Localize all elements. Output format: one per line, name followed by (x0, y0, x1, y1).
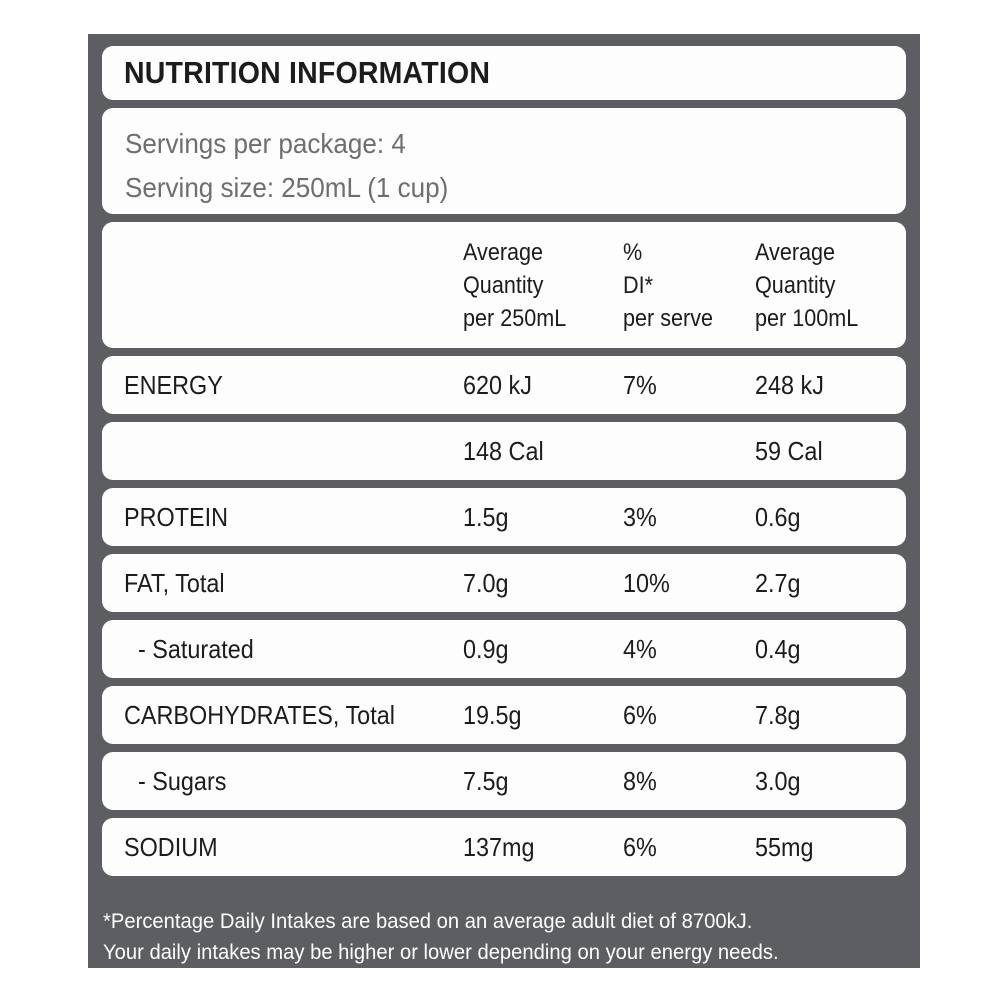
nutrient-label: SODIUM (124, 832, 218, 862)
serving-size: Serving size: 250mL (1 cup) (125, 172, 449, 203)
servings-info-row: Servings per package: 4 Serving size: 25… (102, 108, 906, 214)
value-per-100ml: 0.6g (755, 502, 801, 532)
column-header-daily-intake: % DI* per serve (623, 239, 714, 332)
table-row: - Sugars 7.5g 8% 3.0g (102, 752, 906, 810)
value-daily-intake: 6% (623, 832, 657, 862)
nutrient-label: CARBOHYDRATES, Total (124, 700, 395, 730)
value-per-serve: 7.5g (463, 766, 509, 796)
daily-intake-footnote: *Percentage Daily Intakes are based on a… (103, 906, 864, 968)
value-per-serve: 7.0g (463, 568, 509, 598)
column-header-per-100ml: Average Quantity per 100mL (755, 239, 859, 332)
value-daily-intake: 8% (623, 766, 657, 796)
table-row: ENERGY 620 kJ 7% 248 kJ (102, 356, 906, 414)
value-per-100ml: 59 Cal (755, 436, 823, 466)
panel-title-row: NUTRITION INFORMATION (102, 46, 906, 100)
value-per-100ml: 2.7g (755, 568, 801, 598)
table-row: PROTEIN 1.5g 3% 0.6g (102, 488, 906, 546)
value-daily-intake: 3% (623, 502, 657, 532)
table-row: FAT, Total 7.0g 10% 2.7g (102, 554, 906, 612)
table-row: CARBOHYDRATES, Total 19.5g 6% 7.8g (102, 686, 906, 744)
nutrient-label: PROTEIN (124, 502, 229, 532)
value-per-100ml: 7.8g (755, 700, 801, 730)
value-per-100ml: 3.0g (755, 766, 801, 796)
table-row: - Saturated 0.9g 4% 0.4g (102, 620, 906, 678)
value-per-serve: 620 kJ (463, 370, 532, 400)
value-daily-intake: 10% (623, 568, 670, 598)
nutrient-label: ENERGY (124, 370, 223, 400)
nutrient-label: FAT, Total (124, 568, 225, 598)
servings-per-package: Servings per package: 4 (125, 128, 406, 159)
value-per-serve: 0.9g (463, 634, 509, 664)
value-per-serve: 19.5g (463, 700, 522, 730)
value-daily-intake: 7% (623, 370, 657, 400)
table-column-headers: Average Quantity per 250mL % DI* per ser… (102, 222, 906, 348)
value-daily-intake: 6% (623, 700, 657, 730)
nutrient-label: - Sugars (138, 766, 227, 796)
value-per-serve: 137mg (463, 832, 535, 862)
value-per-serve: 148 Cal (463, 436, 544, 466)
value-per-serve: 1.5g (463, 502, 509, 532)
value-daily-intake: 4% (623, 634, 657, 664)
footnote-line-2: Your daily intakes may be higher or lowe… (103, 940, 779, 964)
value-per-100ml: 248 kJ (755, 370, 824, 400)
nutrient-label: - Saturated (138, 634, 254, 664)
table-row: 148 Cal 59 Cal (102, 422, 906, 480)
value-per-100ml: 55mg (755, 832, 814, 862)
table-row: SODIUM 137mg 6% 55mg (102, 818, 906, 876)
column-header-per-serve: Average Quantity per 250mL (463, 239, 567, 332)
value-per-100ml: 0.4g (755, 634, 801, 664)
page-title: NUTRITION INFORMATION (124, 55, 491, 90)
nutrition-information-panel: NUTRITION INFORMATION Servings per packa… (88, 34, 920, 968)
footnote-line-1: *Percentage Daily Intakes are based on a… (103, 909, 753, 933)
